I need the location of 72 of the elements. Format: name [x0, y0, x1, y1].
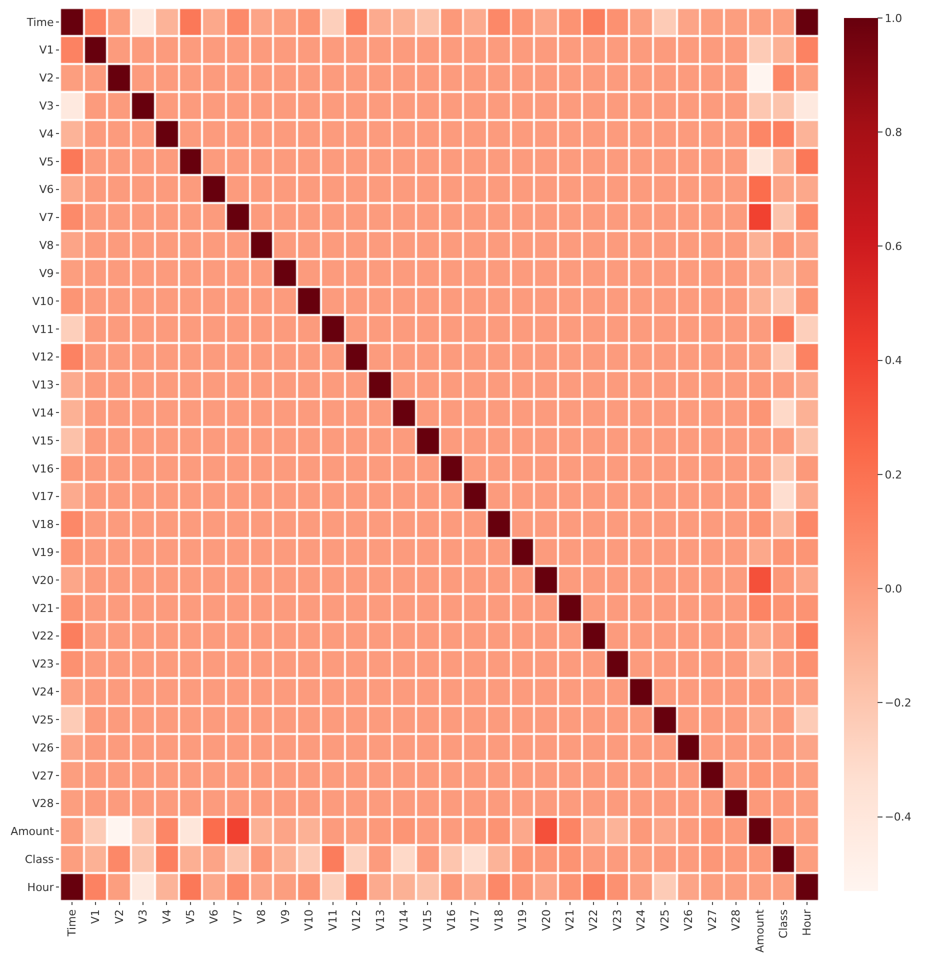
y-tick-label: V13 [32, 378, 54, 392]
color-bar-label: 0.4 [884, 354, 902, 368]
x-tick-label: V23 [610, 909, 624, 931]
y-tick-label: V9 [39, 266, 54, 280]
x-tick-label: V24 [634, 909, 648, 931]
x-tick-label: V19 [516, 909, 530, 931]
y-tick-label: V15 [32, 434, 54, 448]
x-tick-label: V25 [658, 909, 672, 931]
x-tick-label: Class [776, 909, 790, 938]
y-tick-label: V2 [39, 72, 54, 85]
x-tick-label: V16 [444, 909, 458, 931]
x-tick-label: V8 [255, 909, 268, 924]
y-tick-label: V7 [39, 211, 54, 224]
x-tick-label: Amount [753, 908, 766, 953]
x-tick-label: Hour [800, 908, 814, 936]
x-tick-label: V14 [397, 909, 410, 931]
color-bar-label: 0.6 [884, 240, 902, 254]
x-tick-label: V20 [540, 909, 553, 931]
x-tick-label: V7 [231, 909, 244, 924]
y-tick-label: Class [24, 852, 54, 866]
y-tick-label: V10 [32, 294, 54, 308]
y-tick-label: Time [26, 16, 54, 29]
color-bar-label: −0.2 [884, 696, 912, 710]
y-tick-label: V3 [39, 100, 54, 113]
y-tick-label: V17 [32, 490, 54, 504]
y-tick-label: V16 [32, 462, 54, 476]
y-tick-label: Hour [27, 880, 54, 894]
y-tick-label: Amount [10, 825, 54, 838]
y-tick-label: V27 [32, 769, 54, 782]
x-tick-label: V17 [468, 909, 482, 931]
x-tick-label: V3 [136, 909, 150, 924]
x-tick-label: V5 [184, 909, 198, 924]
y-tick-label: V25 [32, 713, 54, 726]
x-tick-label: V1 [89, 909, 102, 924]
color-bar-label: 0.8 [884, 126, 902, 139]
x-tick-label: V12 [350, 909, 364, 931]
x-tick-label: V28 [730, 909, 743, 931]
y-tick-label: V6 [39, 183, 54, 196]
x-tick-label: V2 [112, 909, 126, 924]
x-tick-label: V22 [587, 909, 600, 931]
y-tick-label: V21 [32, 602, 54, 615]
y-tick-label: V19 [32, 546, 54, 560]
y-tick-label: V23 [32, 658, 54, 671]
x-tick-label: V9 [278, 909, 292, 924]
y-tick-label: V18 [32, 518, 54, 532]
x-tick-label: V27 [706, 909, 719, 931]
y-tick-label: V5 [39, 155, 54, 168]
y-tick-label: V14 [32, 406, 54, 420]
x-tick-label: Time [65, 909, 78, 938]
y-tick-label: V11 [32, 322, 54, 336]
x-tick-label: V11 [326, 909, 340, 931]
x-tick-label: V26 [682, 909, 696, 931]
x-tick-label: V21 [564, 909, 577, 931]
y-tick-label: V22 [32, 630, 54, 643]
y-tick-label: V28 [32, 797, 54, 810]
y-tick-label: V12 [32, 350, 54, 364]
color-bar-label: 0.2 [884, 468, 902, 482]
x-tick-label: V10 [302, 909, 316, 931]
y-tick-label: V20 [32, 574, 54, 587]
y-tick-label: V1 [39, 44, 54, 57]
color-bar-label: 1.0 [884, 12, 902, 25]
color-bar-label: −0.4 [884, 810, 912, 824]
x-tick-label: V4 [160, 909, 174, 924]
y-tick-label: V4 [39, 127, 54, 140]
x-tick-label: V13 [374, 909, 387, 931]
color-bar-label: 0.0 [884, 582, 902, 596]
x-tick-label: V18 [492, 909, 506, 931]
y-tick-label: V8 [39, 239, 54, 252]
y-tick-label: V26 [32, 741, 54, 754]
y-tick-label: V24 [32, 686, 54, 699]
x-tick-label: V6 [208, 909, 221, 924]
x-tick-label: V15 [421, 909, 434, 931]
